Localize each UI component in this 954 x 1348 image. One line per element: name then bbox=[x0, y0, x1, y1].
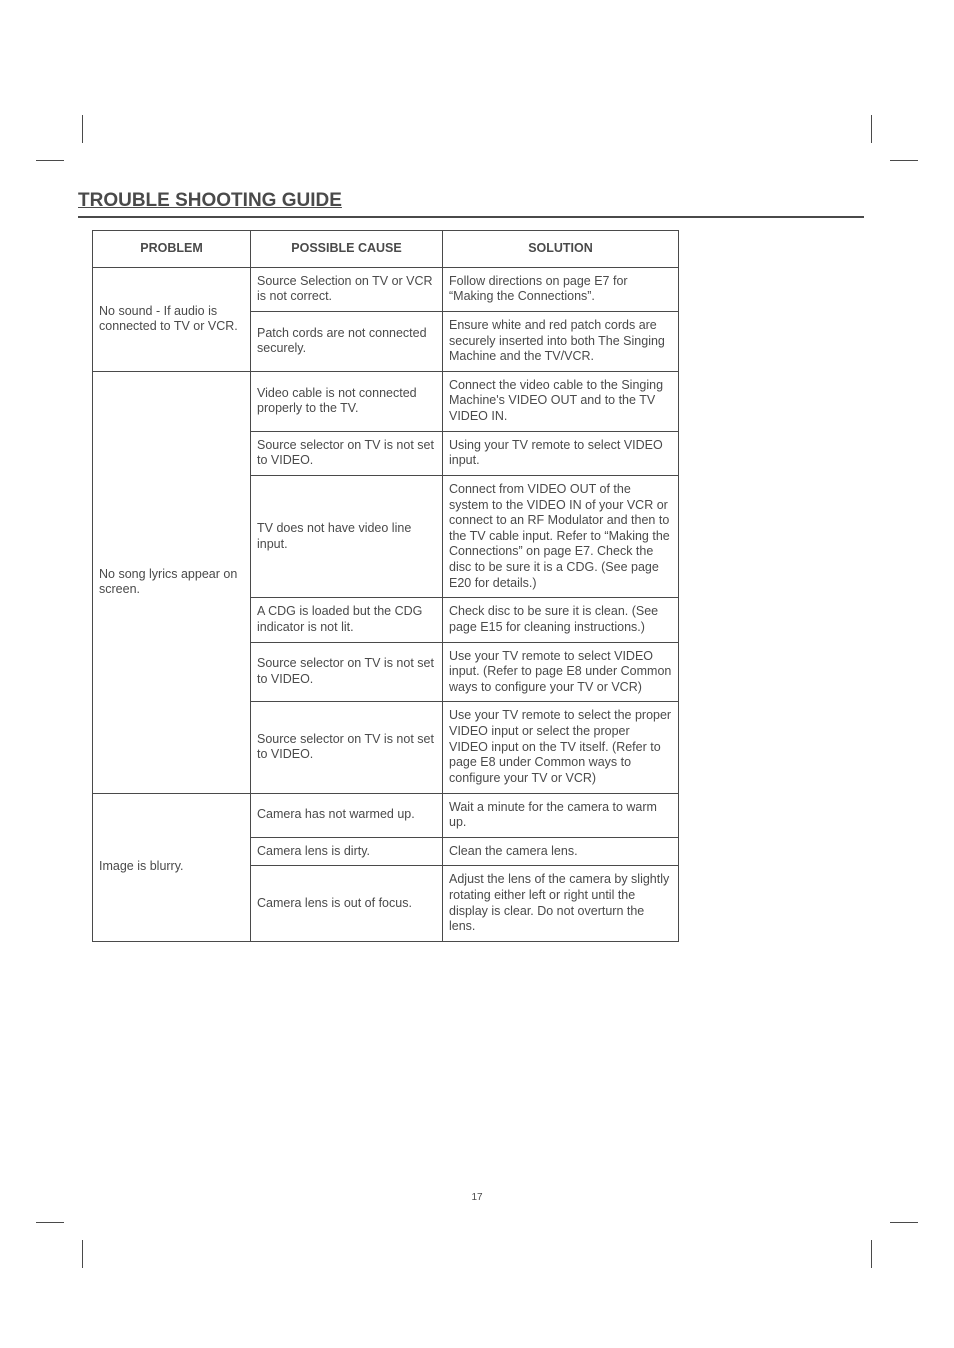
cell-cause: Patch cords are not connected securely. bbox=[251, 311, 443, 371]
page-title: TROUBLE SHOOTING GUIDE bbox=[78, 190, 342, 211]
cell-cause: A CDG is loaded but the CDG indicator is… bbox=[251, 598, 443, 642]
cell-cause: Source selector on TV is not set to VIDE… bbox=[251, 431, 443, 475]
cell-solution: Use your TV remote to select VIDEO input… bbox=[443, 642, 679, 702]
cell-solution: Connect from VIDEO OUT of the system to … bbox=[443, 475, 679, 597]
cell-solution: Wait a minute for the camera to warm up. bbox=[443, 793, 679, 837]
cell-problem: Image is blurry. bbox=[93, 793, 251, 941]
title-container: TROUBLE SHOOTING GUIDE bbox=[78, 190, 864, 218]
crop-mark bbox=[36, 1222, 64, 1223]
crop-mark bbox=[871, 115, 872, 143]
cell-solution: Ensure white and red patch cords are sec… bbox=[443, 311, 679, 371]
cell-cause: Camera has not warmed up. bbox=[251, 793, 443, 837]
header-problem: PROBLEM bbox=[93, 231, 251, 268]
cell-solution: Adjust the lens of the camera by slightl… bbox=[443, 866, 679, 942]
crop-mark bbox=[890, 1222, 918, 1223]
cell-cause: TV does not have video line input. bbox=[251, 475, 443, 597]
header-solution: SOLUTION bbox=[443, 231, 679, 268]
cell-solution: Connect the video cable to the Singing M… bbox=[443, 371, 679, 431]
cell-cause: Camera lens is out of focus. bbox=[251, 866, 443, 942]
cell-cause: Video cable is not connected properly to… bbox=[251, 371, 443, 431]
crop-mark bbox=[82, 1240, 83, 1268]
cell-problem: No song lyrics appear on screen. bbox=[93, 371, 251, 793]
cell-solution: Use your TV remote to select the proper … bbox=[443, 702, 679, 793]
troubleshooting-table: PROBLEM POSSIBLE CAUSE SOLUTION No sound… bbox=[92, 230, 679, 942]
header-cause: POSSIBLE CAUSE bbox=[251, 231, 443, 268]
cell-cause: Source selector on TV is not set to VIDE… bbox=[251, 642, 443, 702]
cell-cause: Source selector on TV is not set to VIDE… bbox=[251, 702, 443, 793]
cell-cause: Source Selection on TV or VCR is not cor… bbox=[251, 267, 443, 311]
cell-solution: Follow directions on page E7 for “Making… bbox=[443, 267, 679, 311]
crop-mark bbox=[890, 160, 918, 161]
crop-mark bbox=[871, 1240, 872, 1268]
cell-problem: No sound - If audio is connected to TV o… bbox=[93, 267, 251, 371]
cell-solution: Clean the camera lens. bbox=[443, 837, 679, 866]
table-header-row: PROBLEM POSSIBLE CAUSE SOLUTION bbox=[93, 231, 679, 268]
cell-solution: Check disc to be sure it is clean. (See … bbox=[443, 598, 679, 642]
crop-mark bbox=[36, 160, 64, 161]
cell-cause: Camera lens is dirty. bbox=[251, 837, 443, 866]
crop-mark bbox=[82, 115, 83, 143]
page-number: 17 bbox=[0, 1192, 954, 1203]
page: TROUBLE SHOOTING GUIDE PROBLEM POSSIBLE … bbox=[0, 0, 954, 1348]
cell-solution: Using your TV remote to select VIDEO inp… bbox=[443, 431, 679, 475]
table-row: No song lyrics appear on screen. Video c… bbox=[93, 371, 679, 431]
table-row: No sound - If audio is connected to TV o… bbox=[93, 267, 679, 311]
table-row: Image is blurry. Camera has not warmed u… bbox=[93, 793, 679, 837]
